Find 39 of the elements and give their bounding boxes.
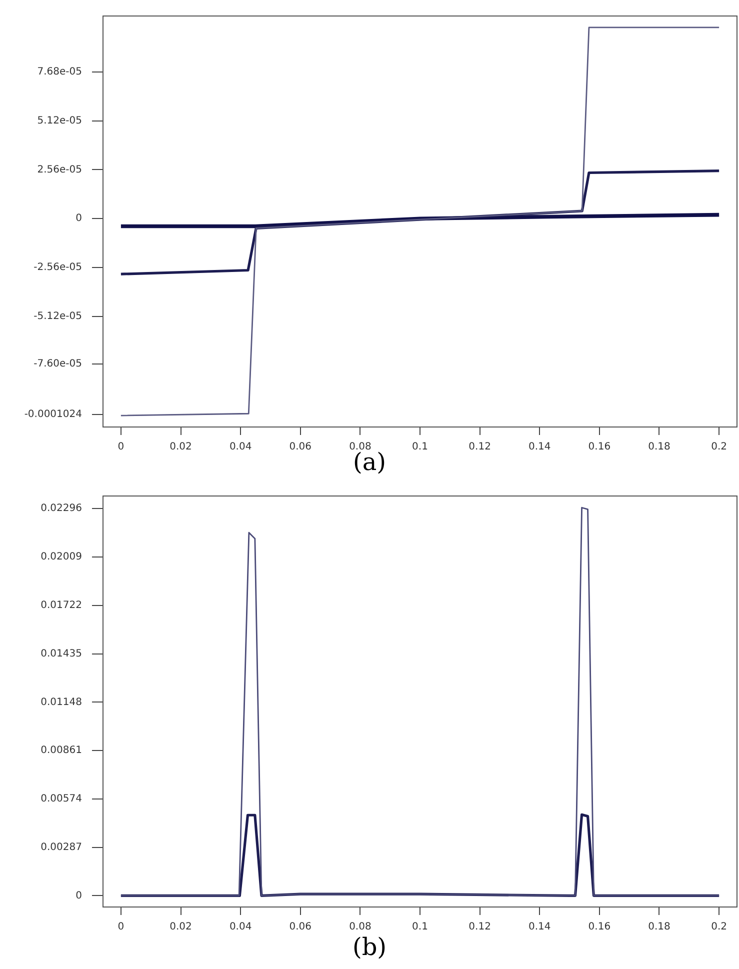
text: (b)	[351, 933, 388, 961]
x-tick-label: 0.16	[588, 442, 611, 453]
y-tick-label: 0	[76, 890, 82, 902]
y-tick-label: 0.00861	[40, 745, 82, 756]
x-tick-label: 0.14	[528, 442, 551, 453]
y-tick-label: 0.01148	[40, 696, 82, 708]
x-tick-label: 0.06	[289, 442, 312, 453]
x-tick-label: 0.12	[468, 442, 491, 453]
x-tick-label: 0.2	[711, 922, 728, 933]
y-tick-label: 0.02009	[40, 552, 82, 563]
y-tick-label: -7.60e-05	[34, 358, 82, 370]
x-tick-label: 0	[118, 922, 124, 933]
x-tick-label: 0.1	[412, 922, 428, 933]
x-tick-label: 0.06	[289, 922, 312, 933]
y-tick-label: 7.68e-05	[37, 66, 82, 78]
y-tick-label: 2.56e-05	[37, 164, 82, 176]
y-tick-label: -2.56e-05	[34, 262, 82, 274]
x-tick-label: 0.14	[528, 922, 551, 933]
x-tick-label: 0.18	[648, 922, 670, 933]
x-tick-label: 0.02	[170, 922, 192, 933]
x-tick-label: 0.1	[412, 442, 428, 453]
y-tick-label: 0.01435	[40, 648, 82, 660]
y-tick-label: 0.00574	[40, 794, 82, 805]
y-tick-label: 0.00287	[40, 842, 82, 853]
x-tick-label: 0.08	[349, 922, 372, 933]
y-tick-label: 0	[76, 213, 82, 224]
x-tick-label: 0	[118, 442, 124, 453]
x-tick-label: 0.02	[170, 442, 192, 453]
y-tick-label: 0.02296	[40, 503, 82, 514]
x-tick-label: 0.2	[711, 442, 728, 453]
x-tick-label: 0.04	[229, 442, 252, 453]
y-tick-label: 0.01722	[40, 600, 82, 612]
y-tick-label: 5.12e-05	[37, 115, 82, 126]
x-tick-label: 0.12	[468, 922, 491, 933]
x-tick-label: 0.16	[588, 922, 611, 933]
y-tick-label: -5.12e-05	[34, 311, 82, 322]
x-tick-label: 0.18	[648, 442, 670, 453]
y-tick-label: -0.0001024	[24, 408, 82, 420]
x-tick-label: 0.04	[229, 922, 252, 933]
